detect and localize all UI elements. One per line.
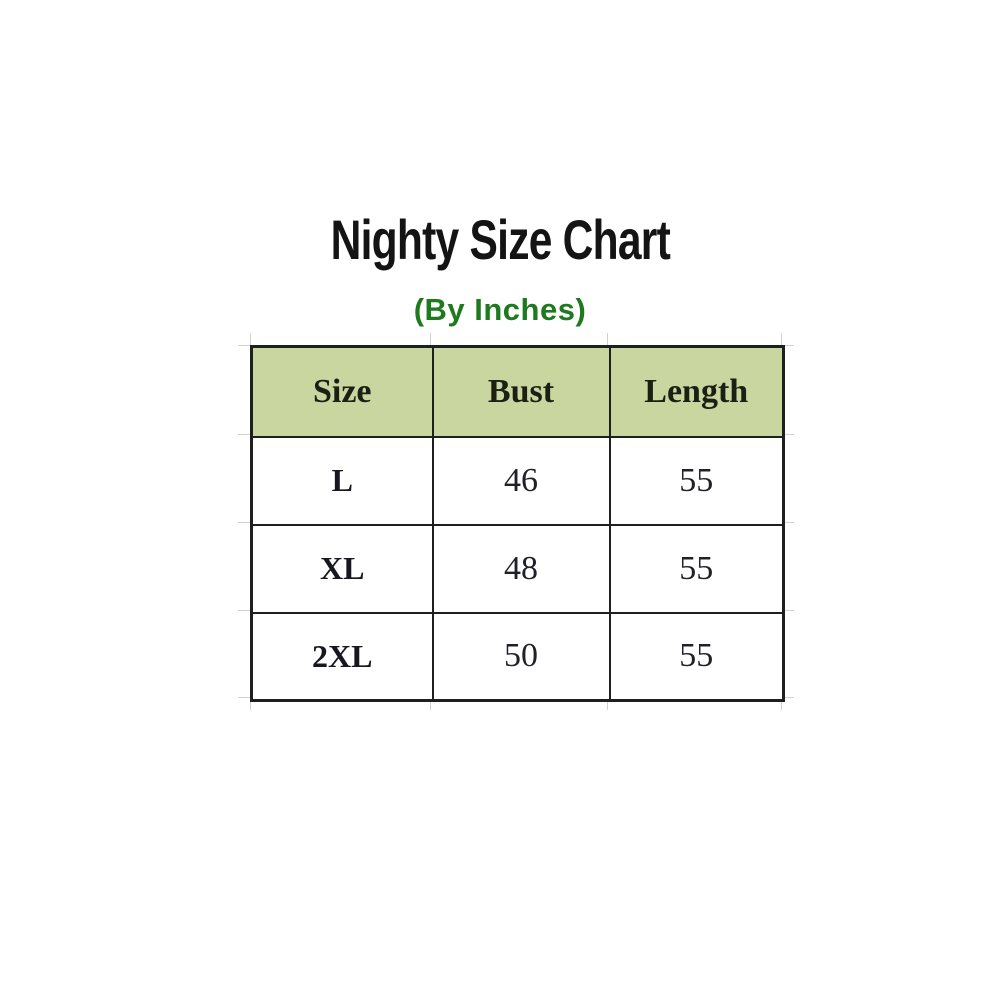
bust-cell: 48	[431, 523, 611, 614]
gridline-stub	[781, 698, 782, 710]
subtitle-row: (By Inches)	[0, 294, 1000, 325]
gridline-stub	[782, 522, 794, 523]
page-title-row: Nighty Size Chart	[0, 212, 1000, 268]
gridline-stub	[782, 610, 794, 611]
length-cell: 55	[608, 611, 785, 702]
gridline-stub	[238, 345, 250, 346]
table-row: 2XL 50 55	[250, 611, 785, 702]
subtitle: (By Inches)	[413, 292, 587, 327]
gridline-stub	[250, 698, 251, 710]
gridline-stub	[430, 333, 431, 345]
gridline-stub	[238, 610, 250, 611]
gridline-stub	[238, 697, 250, 698]
size-cell: XL	[250, 523, 434, 614]
table-row: XL 48 55	[250, 523, 785, 614]
gridline-stub	[430, 698, 431, 710]
gridline-stub	[782, 697, 794, 698]
size-table: Size Bust Length L 46 55 XL 48 55 2XL 50…	[250, 345, 785, 702]
length-cell: 55	[608, 523, 785, 614]
gridline-stub	[607, 698, 608, 710]
bust-cell: 50	[431, 611, 611, 702]
gridline-stub	[238, 522, 250, 523]
page-title: Nighty Size Chart	[330, 208, 670, 271]
gridline-stub	[782, 434, 794, 435]
gridline-stub	[250, 333, 251, 345]
gridline-stub	[238, 434, 250, 435]
bust-cell: 46	[431, 435, 611, 526]
length-cell: 55	[608, 435, 785, 526]
gridline-stub	[781, 333, 782, 345]
column-header-length: Length	[608, 345, 785, 438]
column-header-bust: Bust	[431, 345, 611, 438]
column-header-size: Size	[250, 345, 434, 438]
gridline-stub	[782, 345, 794, 346]
size-cell: 2XL	[250, 611, 434, 702]
gridline-stub	[607, 333, 608, 345]
size-cell: L	[250, 435, 434, 526]
table-row: L 46 55	[250, 435, 785, 526]
table-header-row: Size Bust Length	[250, 345, 785, 438]
